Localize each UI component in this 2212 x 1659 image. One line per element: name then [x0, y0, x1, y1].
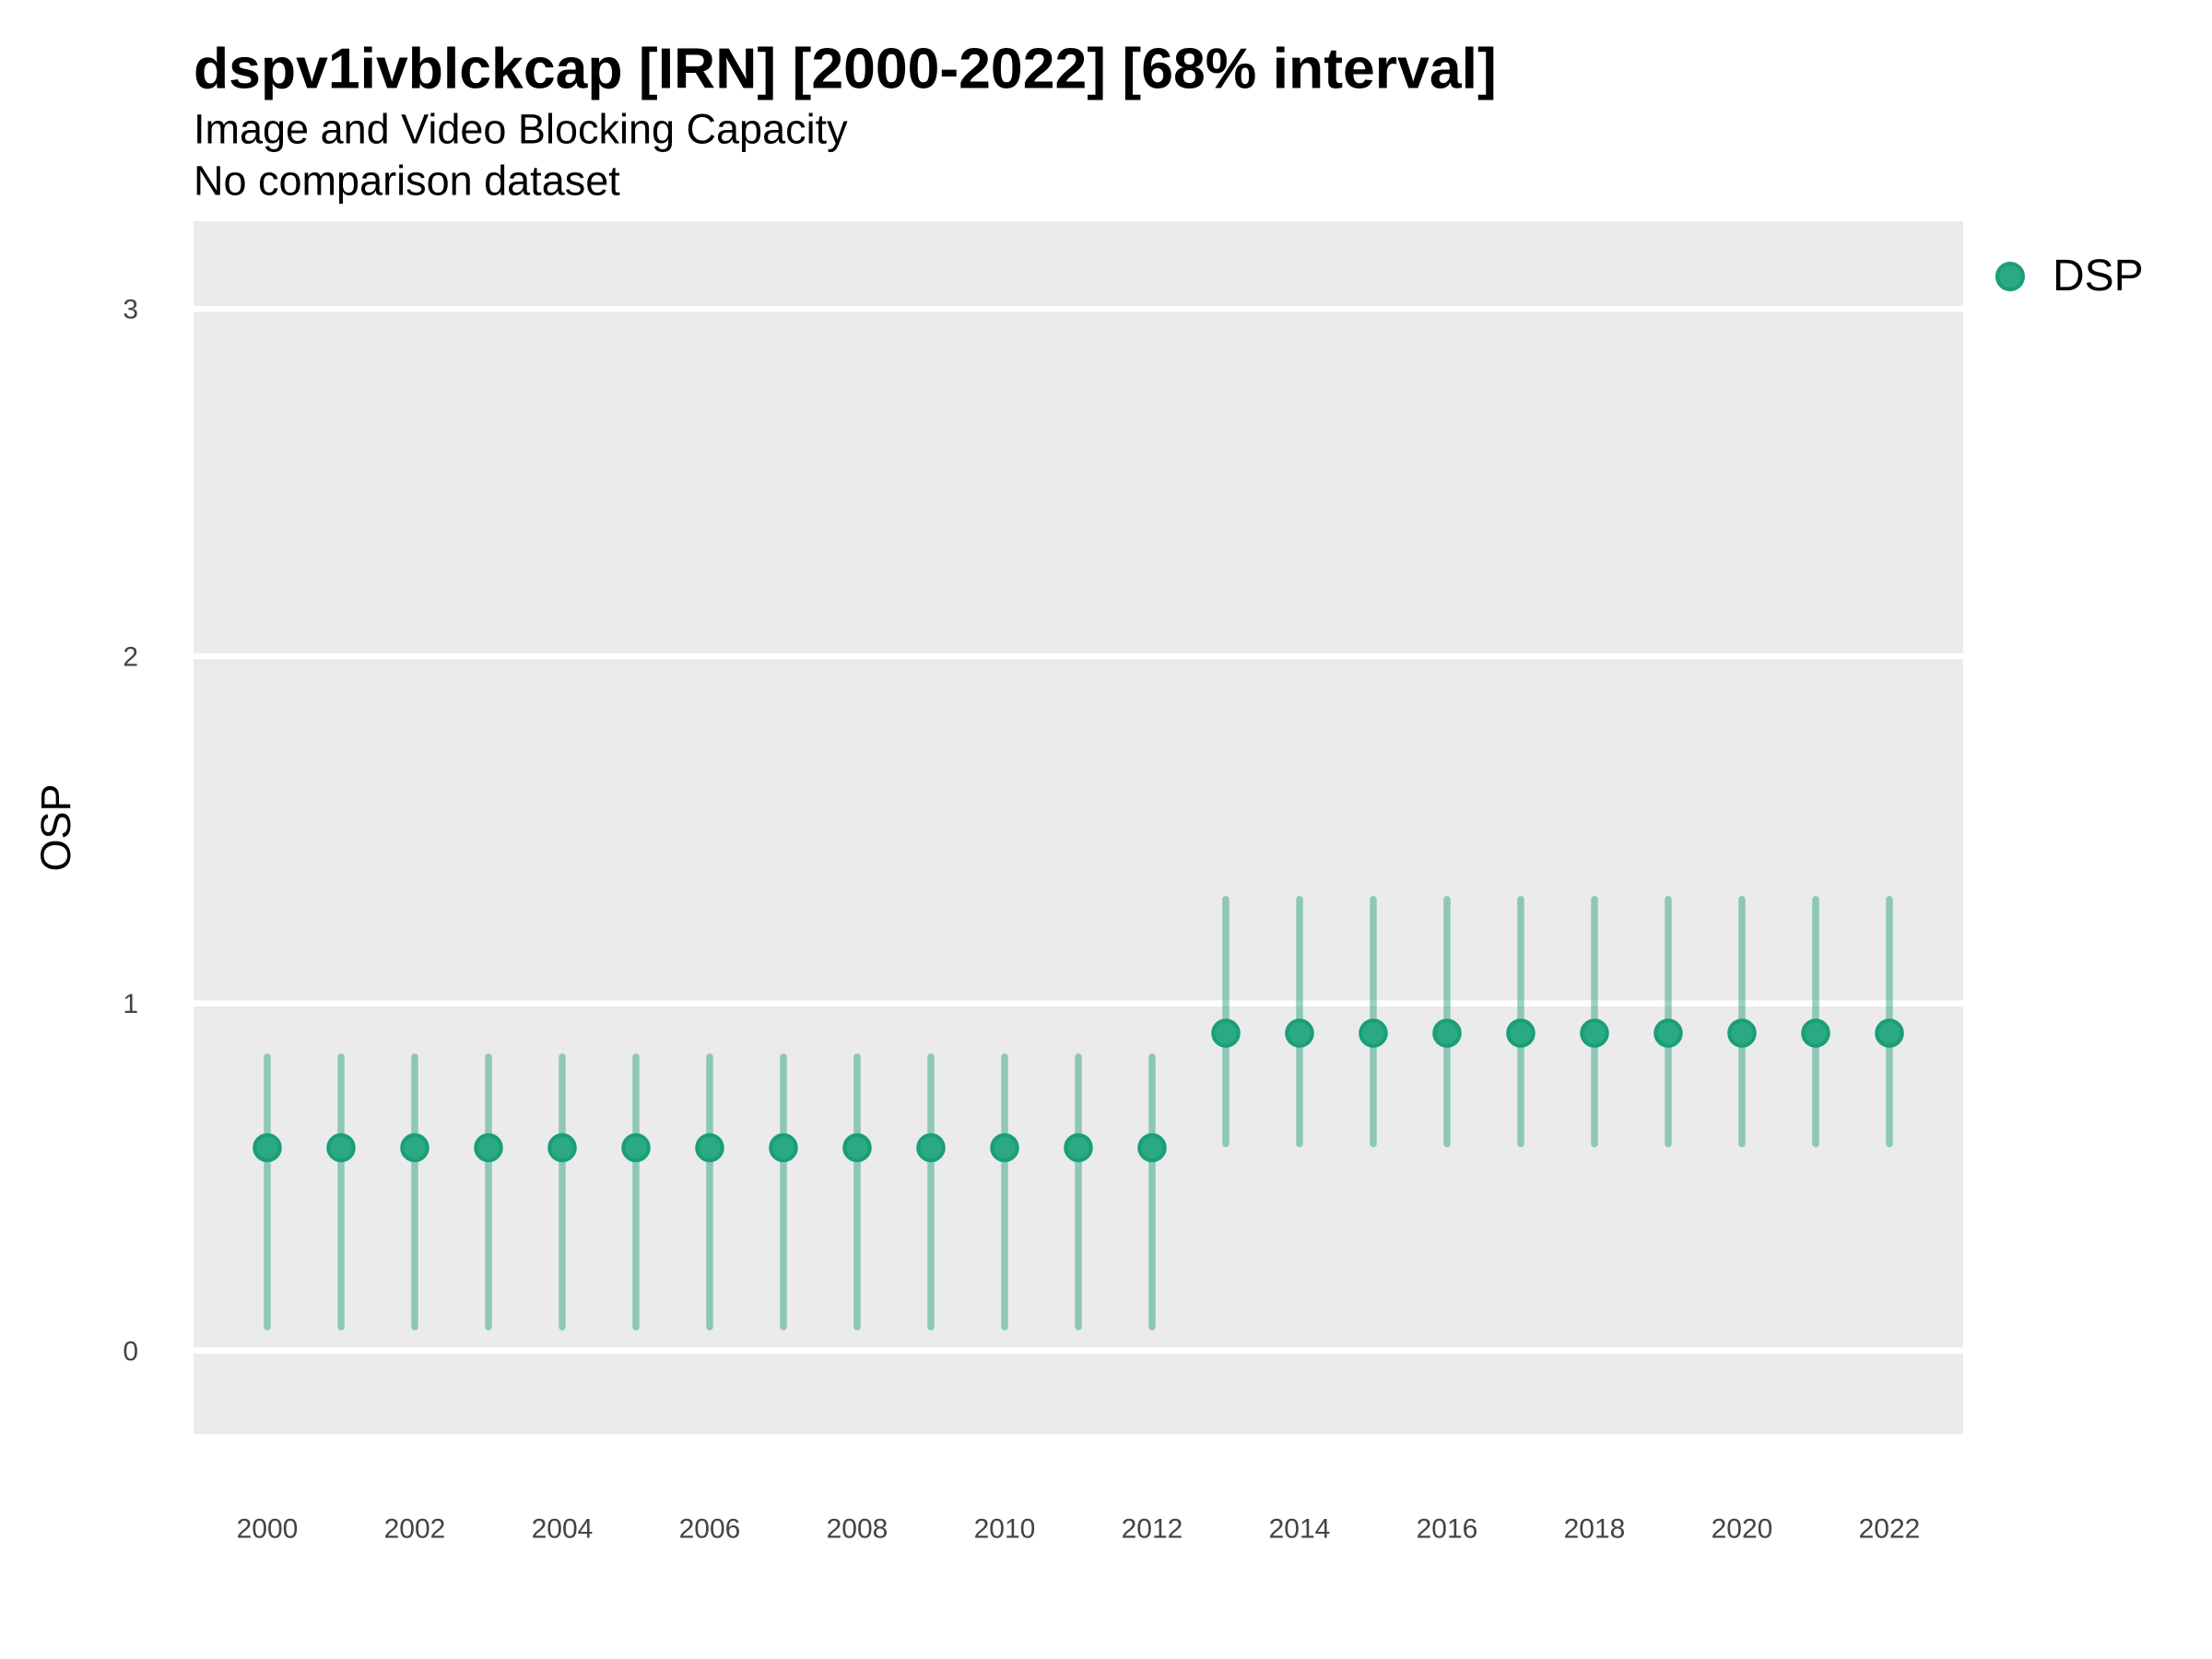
- svg-text:No comparison dataset: No comparison dataset: [194, 157, 620, 204]
- svg-text:2002: 2002: [384, 1514, 446, 1545]
- svg-text:DSP: DSP: [2053, 252, 2144, 300]
- svg-text:2: 2: [123, 641, 138, 672]
- svg-text:3: 3: [123, 295, 138, 325]
- svg-text:2014: 2014: [1269, 1514, 1331, 1545]
- svg-text:0: 0: [123, 1336, 138, 1367]
- svg-text:Image and Video Blocking Capac: Image and Video Blocking Capacity: [194, 105, 848, 152]
- svg-text:2004: 2004: [532, 1514, 594, 1545]
- svg-text:2012: 2012: [1122, 1514, 1183, 1545]
- svg-text:2020: 2020: [1712, 1514, 1773, 1545]
- svg-text:2018: 2018: [1564, 1514, 1626, 1545]
- svg-text:1: 1: [123, 989, 138, 1019]
- svg-text:2010: 2010: [974, 1514, 1036, 1545]
- svg-text:2000: 2000: [237, 1514, 299, 1545]
- svg-text:2016: 2016: [1417, 1514, 1478, 1545]
- svg-text:dspv1ivblckcap [IRN] [2000-202: dspv1ivblckcap [IRN] [2000-2022] [68% in…: [194, 37, 1497, 101]
- svg-text:2008: 2008: [827, 1514, 888, 1545]
- svg-text:OSP: OSP: [32, 783, 79, 871]
- svg-text:2006: 2006: [679, 1514, 741, 1545]
- svg-text:2022: 2022: [1859, 1514, 1921, 1545]
